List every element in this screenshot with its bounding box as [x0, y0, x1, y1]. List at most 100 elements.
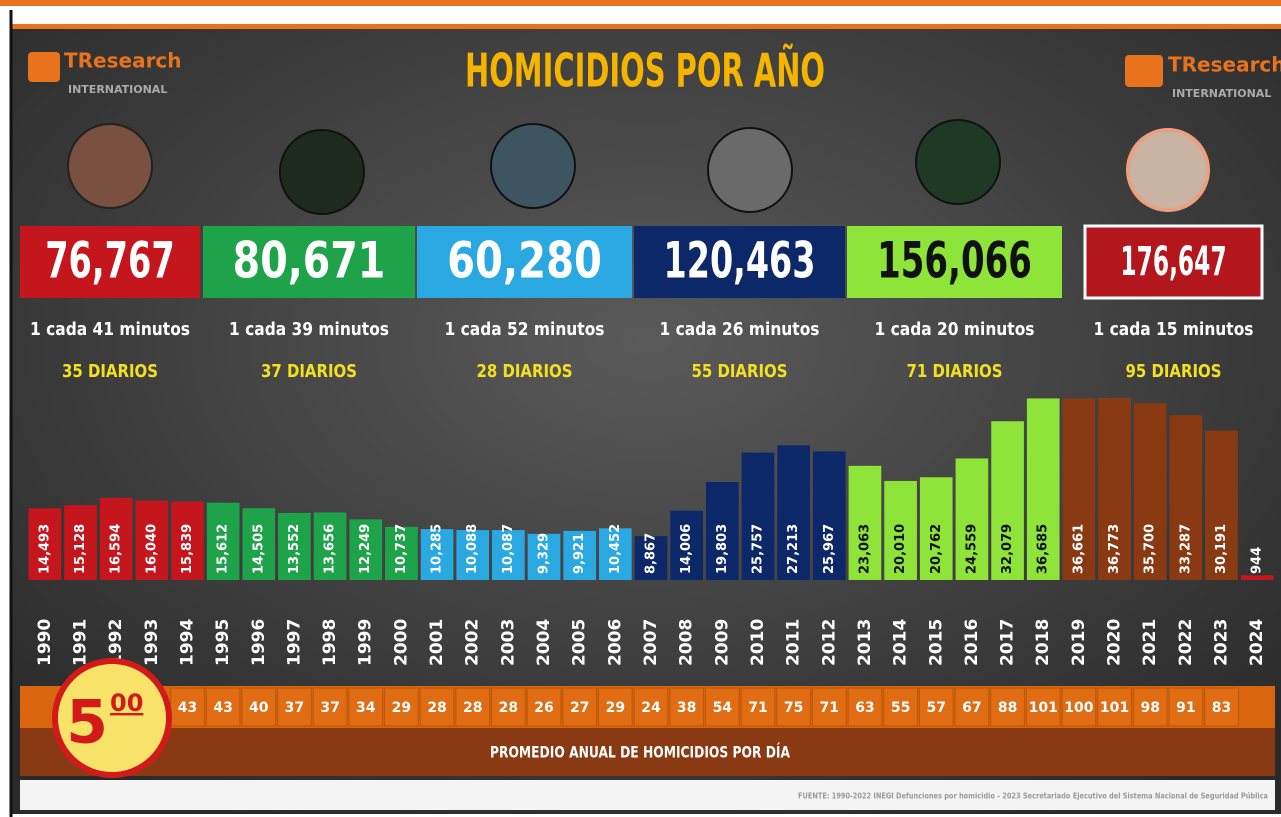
panel-stripe — [12, 24, 1281, 29]
daily-value: 75 — [784, 700, 803, 716]
value-label: 23,063 — [857, 524, 872, 574]
value-label: 32,079 — [1000, 524, 1015, 574]
period-total: 176,647 — [1120, 239, 1226, 285]
portrait — [1128, 130, 1208, 210]
x-tick-label: 2009 — [712, 619, 732, 666]
x-tick-label: 2023 — [1212, 619, 1232, 666]
period-rate: 1 cada 41 minutos — [30, 319, 190, 340]
daily-value: 54 — [713, 700, 733, 716]
value-label: 27,213 — [786, 524, 801, 574]
x-tick-label: 2004 — [534, 619, 554, 666]
logo-icon — [1125, 55, 1163, 87]
daily-value: 26 — [534, 700, 553, 716]
daily-value: 29 — [606, 700, 625, 716]
logo-sub: INTERNATIONAL — [68, 83, 167, 96]
value-label: 14,505 — [251, 524, 266, 574]
portrait — [68, 124, 152, 208]
value-label: 16,040 — [144, 524, 159, 574]
period-daily: 37 DIARIOS — [261, 361, 357, 382]
x-tick-label: 1994 — [177, 619, 197, 666]
x-tick-label: 2020 — [1105, 619, 1125, 666]
value-label: 36,661 — [1071, 524, 1086, 574]
value-label: 9,921 — [572, 533, 587, 574]
value-label: 30,191 — [1214, 524, 1229, 574]
period-total: 80,671 — [233, 232, 386, 290]
logo-name: TResearch — [64, 49, 182, 73]
x-tick-label: 2000 — [391, 619, 411, 666]
badge-main: 5 — [66, 688, 108, 758]
x-tick-label: 2014 — [891, 619, 911, 666]
x-tick-label: 1996 — [249, 619, 269, 666]
period-total: 156,066 — [877, 232, 1032, 290]
value-label: 25,757 — [750, 524, 765, 574]
x-tick-label: 2022 — [1176, 619, 1196, 666]
daily-value: 57 — [927, 700, 946, 716]
page: HOMICIDIOS POR AÑO TResearch INTERNATION… — [0, 0, 1281, 817]
x-tick-label: 2003 — [498, 619, 518, 666]
daily-value: 43 — [213, 700, 232, 716]
daily-value: 55 — [891, 700, 910, 716]
value-label: 20,010 — [893, 524, 908, 574]
x-tick-label: 1999 — [356, 619, 376, 666]
x-tick-label: 1991 — [70, 619, 90, 666]
daily-value: 63 — [855, 700, 874, 716]
period-total: 60,280 — [447, 232, 602, 290]
daily-value: 43 — [178, 700, 197, 716]
x-tick-label: 2019 — [1069, 619, 1089, 666]
period-total: 76,767 — [45, 232, 175, 290]
value-label: 10,285 — [430, 524, 445, 574]
value-label: 35,700 — [1143, 524, 1158, 574]
x-tick-label: 2005 — [570, 619, 590, 666]
daily-value: 24 — [641, 700, 661, 716]
value-label: 8,867 — [644, 533, 659, 574]
logo-sub: INTERNATIONAL — [1172, 87, 1271, 100]
period-daily: 28 DIARIOS — [477, 361, 573, 382]
x-tick-label: 2017 — [998, 619, 1018, 666]
x-tick-label: 1997 — [284, 619, 304, 666]
x-tick-label: 2001 — [427, 619, 447, 666]
period-daily: 55 DIARIOS — [692, 361, 788, 382]
x-tick-label: 2021 — [1140, 619, 1160, 666]
x-tick-label: 2015 — [926, 619, 946, 666]
infographic: HOMICIDIOS POR AÑO TResearch INTERNATION… — [0, 0, 1281, 817]
value-label: 14,493 — [37, 524, 52, 574]
x-tick-label: 1998 — [320, 619, 340, 666]
daily-value: 34 — [356, 700, 376, 716]
value-label: 20,762 — [929, 524, 944, 574]
value-label: 12,249 — [358, 524, 373, 574]
value-label: 10,737 — [394, 524, 409, 574]
x-tick-label: 2013 — [855, 619, 875, 666]
value-label: 36,685 — [1036, 524, 1051, 574]
daily-value: 29 — [392, 700, 411, 716]
value-label: 19,803 — [715, 524, 730, 574]
period-rate: 1 cada 39 minutos — [229, 319, 389, 340]
x-tick-label: 2010 — [748, 619, 768, 666]
daily-value: 67 — [962, 700, 981, 716]
badge: 5 00 — [55, 661, 169, 775]
period-daily: 95 DIARIOS — [1126, 361, 1222, 382]
period-rate: 1 cada 20 minutos — [875, 319, 1035, 340]
x-tick-label: 2008 — [677, 619, 697, 666]
bar — [1241, 575, 1274, 580]
x-tick-label: 1990 — [35, 619, 55, 666]
x-tick-label: 2012 — [819, 619, 839, 666]
daily-value: 37 — [320, 700, 339, 716]
value-label: 15,839 — [180, 524, 195, 574]
value-label: 9,329 — [537, 533, 552, 574]
daily-value: 91 — [1176, 700, 1195, 716]
value-label: 14,006 — [679, 524, 694, 574]
value-label: 10,452 — [608, 524, 623, 574]
portrait — [916, 120, 1000, 204]
daily-value: 71 — [748, 700, 767, 716]
daily-value: 71 — [820, 700, 839, 716]
period-daily: 71 DIARIOS — [907, 361, 1003, 382]
period-daily: 35 DIARIOS — [62, 361, 158, 382]
value-label: 24,559 — [964, 524, 979, 574]
value-label: 13,656 — [323, 524, 338, 574]
daily-value: 101 — [1029, 700, 1058, 716]
period-rate: 1 cada 26 minutos — [660, 319, 820, 340]
top-stripe — [0, 0, 1281, 6]
x-tick-label: 2016 — [962, 619, 982, 666]
x-tick-label: 2002 — [463, 619, 483, 666]
value-label: 36,773 — [1107, 524, 1122, 574]
